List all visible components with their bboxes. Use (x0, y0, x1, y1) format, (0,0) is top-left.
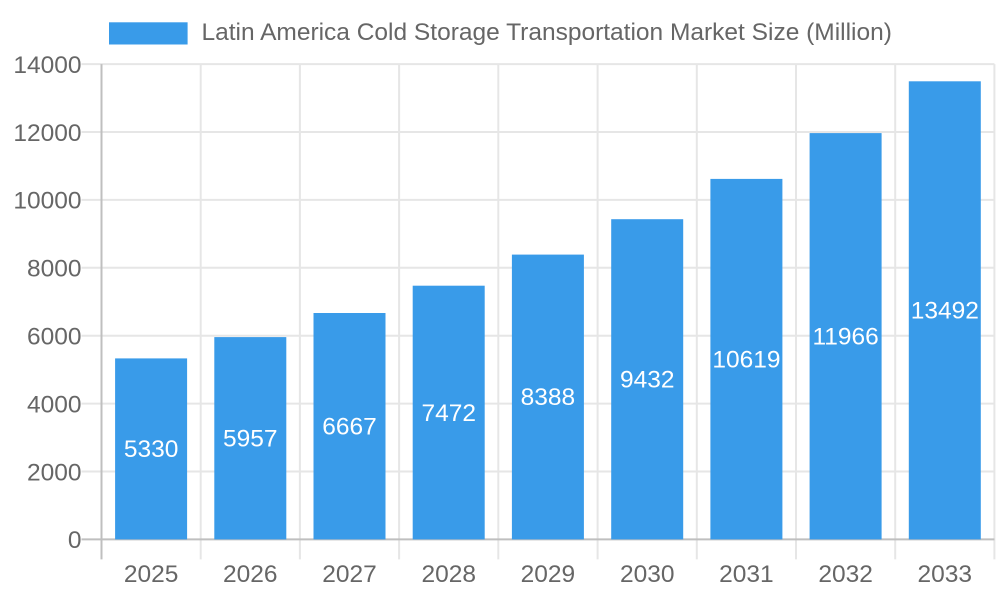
svg-text:2025: 2025 (124, 561, 179, 588)
svg-text:10619: 10619 (712, 346, 780, 373)
svg-text:4000: 4000 (27, 391, 82, 418)
svg-text:Latin America Cold Storage Tra: Latin America Cold Storage Transportatio… (202, 19, 892, 46)
svg-text:6667: 6667 (322, 413, 377, 440)
svg-text:0: 0 (68, 527, 82, 554)
svg-text:2028: 2028 (421, 561, 476, 588)
svg-text:10000: 10000 (13, 188, 81, 215)
svg-text:11966: 11966 (812, 324, 878, 351)
svg-text:2031: 2031 (719, 561, 774, 588)
svg-text:9432: 9432 (620, 367, 675, 394)
svg-text:8000: 8000 (27, 256, 82, 283)
svg-text:7472: 7472 (421, 400, 476, 427)
svg-text:2029: 2029 (521, 561, 576, 588)
svg-text:6000: 6000 (27, 324, 82, 351)
svg-text:2033: 2033 (918, 561, 973, 588)
svg-text:2030: 2030 (620, 561, 675, 588)
svg-text:2026: 2026 (223, 561, 278, 588)
svg-text:2032: 2032 (818, 561, 873, 588)
svg-text:8388: 8388 (521, 384, 576, 411)
svg-text:2000: 2000 (27, 459, 82, 486)
svg-text:14000: 14000 (13, 52, 81, 79)
svg-text:13492: 13492 (911, 298, 979, 325)
svg-text:12000: 12000 (13, 120, 81, 147)
svg-text:5957: 5957 (223, 426, 278, 453)
svg-text:2027: 2027 (322, 561, 377, 588)
svg-text:5330: 5330 (124, 436, 179, 463)
